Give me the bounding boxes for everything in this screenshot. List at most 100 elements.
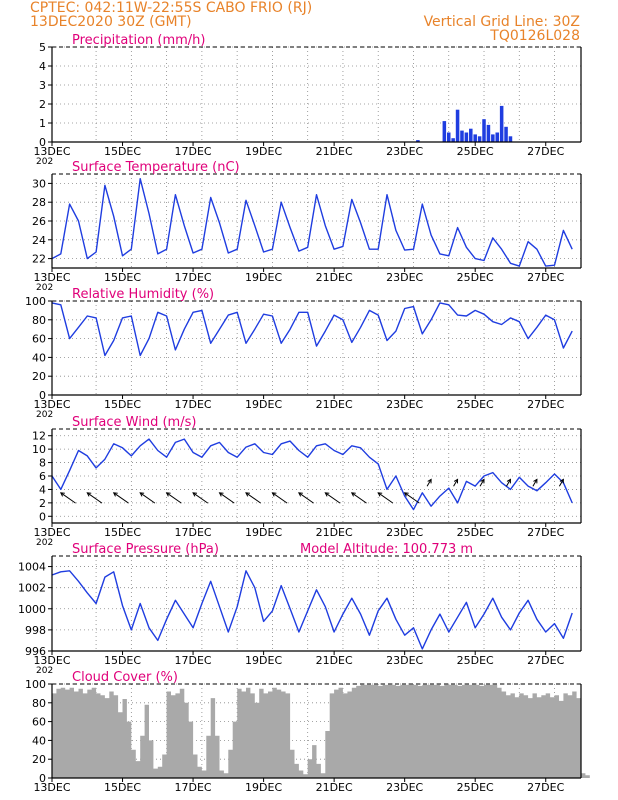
y-tick-label: 26 [32, 215, 46, 228]
year-stub: 202 [36, 538, 53, 548]
y-tick-label: 12 [32, 430, 46, 443]
y-tick-label: 30 [32, 177, 46, 190]
wind-arrow [86, 492, 103, 504]
y-tick-label: 6 [39, 470, 46, 483]
precip-bar [455, 109, 460, 142]
header-station: CPTEC: 042:11W-22:55S CABO FRIO (RJ) [30, 0, 313, 16]
wind-arrow [558, 479, 564, 487]
wind-arrow [351, 492, 367, 504]
wind-arrow [166, 492, 182, 504]
x-tick-label: 15DEC [104, 654, 141, 667]
wind-arrowhead [245, 492, 250, 497]
wind-arrowhead [165, 492, 171, 497]
precip-bar [499, 105, 504, 142]
x-tick-label: 23DEC [386, 654, 423, 667]
wind-arrowhead [533, 478, 538, 484]
x-tick-label: 15DEC [104, 145, 141, 158]
x-tick-label: 27DEC [527, 398, 564, 411]
wind-arrowhead [427, 478, 432, 484]
y-tick-label: 3 [39, 79, 46, 92]
precip-bar [491, 134, 495, 142]
precip-bar [486, 124, 491, 142]
wind-arrow [272, 492, 288, 504]
y-tick-label: 5 [39, 41, 46, 54]
y-tick-label: 996 [25, 645, 46, 658]
wind-arrow [479, 479, 485, 487]
x-tick-label: 21DEC [316, 526, 353, 539]
x-tick-label: 21DEC [316, 271, 353, 284]
y-tick-label: 10 [32, 443, 46, 456]
x-tick-label: 13DEC [33, 654, 70, 667]
wind-arrow [404, 492, 420, 504]
x-tick-label: 27DEC [527, 654, 564, 667]
x-tick-label: 13DEC [33, 526, 70, 539]
y-tick-label: 20 [32, 370, 46, 383]
precip-bar [473, 134, 477, 142]
x-tick-label: 27DEC [527, 781, 564, 794]
x-tick-label: 25DEC [457, 526, 494, 539]
x-tick-label: 25DEC [457, 398, 494, 411]
x-tick-label: 21DEC [316, 654, 353, 667]
wind-arrow [325, 492, 341, 504]
y-tick-label: 0 [39, 772, 46, 785]
x-tick-label: 15DEC [104, 781, 141, 794]
x-tick-label: 27DEC [527, 145, 564, 158]
series-line [51, 178, 573, 267]
wind-arrow [192, 492, 209, 504]
x-tick-label: 25DEC [457, 271, 494, 284]
cloud-cover-area [52, 684, 590, 778]
y-tick-label: 998 [25, 624, 46, 637]
header-grid-line-note: Vertical Grid Line: 30Z [423, 14, 580, 30]
x-tick-label: 15DEC [104, 398, 141, 411]
y-tick-label: 60 [32, 716, 46, 729]
series-line [51, 570, 573, 650]
wind-arrowhead [559, 478, 564, 484]
x-tick-label: 23DEC [386, 271, 423, 284]
wind-arrowhead [218, 492, 224, 497]
wind-arrow [506, 479, 511, 487]
y-tick-label: 80 [32, 314, 46, 327]
y-tick-label: 0 [39, 136, 46, 149]
precip-bar [460, 130, 464, 142]
wind-arrow [377, 492, 394, 504]
precip-bar [446, 132, 451, 142]
header-date: 13DEC2020 30Z (GMT) [30, 14, 192, 30]
x-tick-label: 13DEC [33, 271, 70, 284]
precip-bar [508, 136, 513, 142]
wind-arrowhead [453, 478, 459, 484]
precip-bar [469, 128, 473, 142]
wind-arrowhead [192, 492, 198, 497]
precip-bar [477, 136, 482, 142]
wind-arrow [113, 492, 129, 504]
x-tick-label: 23DEC [386, 781, 423, 794]
wind-arrow [60, 492, 76, 504]
x-tick-label: 17DEC [175, 271, 212, 284]
wind-arrowhead [59, 492, 65, 497]
precip-bar [416, 140, 420, 142]
x-tick-label: 27DEC [527, 271, 564, 284]
panel-title: Cloud Cover (%) [72, 670, 178, 685]
series-line [51, 302, 573, 357]
x-tick-label: 25DEC [457, 781, 494, 794]
y-tick-label: 80 [32, 697, 46, 710]
x-tick-label: 19DEC [245, 271, 282, 284]
wind-arrow [245, 492, 261, 504]
precip-bar [482, 119, 486, 142]
x-tick-label: 17DEC [175, 145, 212, 158]
precip-bar [504, 126, 508, 142]
x-tick-label: 19DEC [245, 398, 282, 411]
year-stub: 202 [36, 283, 53, 293]
y-tick-label: 60 [32, 333, 46, 346]
y-tick-label: 2 [39, 497, 46, 510]
year-stub: 202 [36, 666, 53, 676]
y-tick-label: 40 [32, 351, 46, 364]
wind-arrowhead [271, 492, 277, 497]
x-tick-label: 19DEC [245, 526, 282, 539]
header-model-code: TQ0126L028 [490, 28, 580, 44]
series-line [51, 438, 573, 511]
x-tick-label: 21DEC [316, 145, 353, 158]
x-tick-label: 25DEC [457, 654, 494, 667]
panel-title: Precipitation (mm/h) [72, 33, 205, 48]
x-tick-label: 21DEC [316, 398, 353, 411]
